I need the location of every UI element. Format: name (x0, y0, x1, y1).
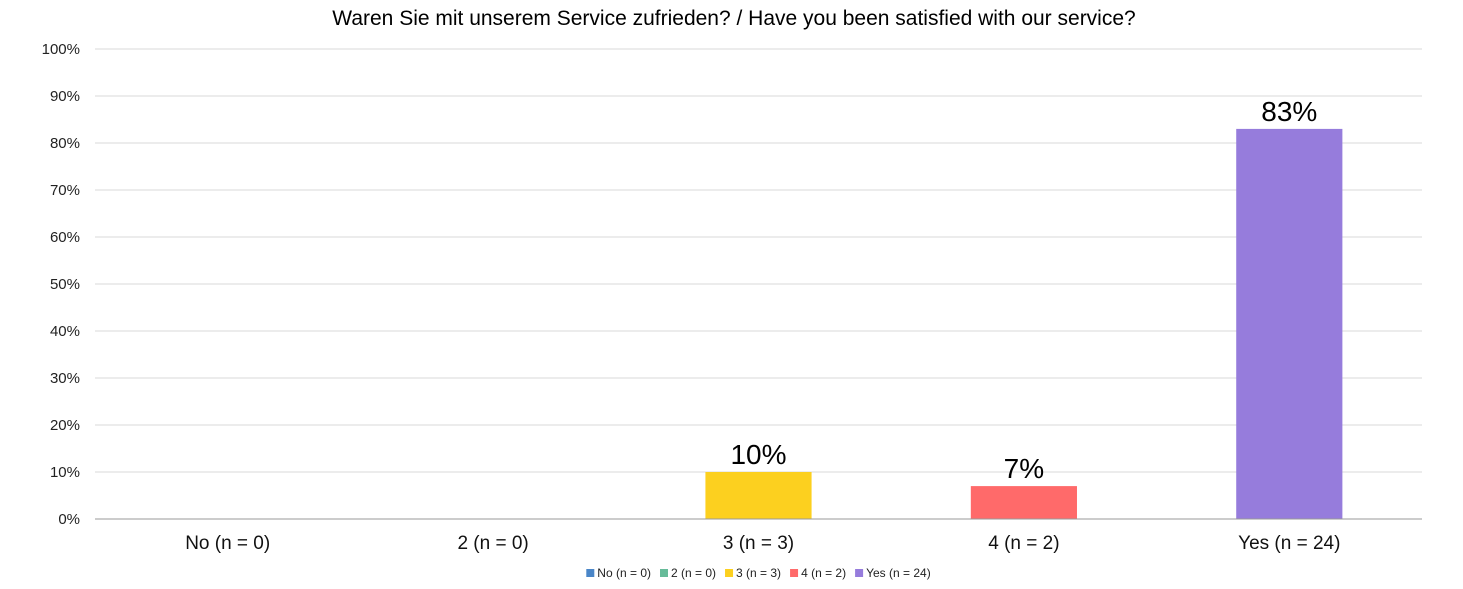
x-axis-ticks: No (n = 0) 2 (n = 0) 3 (n = 3) 4 (n = 2) Yes… (185, 533, 1340, 554)
bar (705, 472, 812, 519)
legend-swatch (725, 569, 734, 577)
x-tick-label: No (n = 0) (185, 533, 270, 554)
legend-label: 2 (n = 0) (671, 566, 716, 580)
x-tick-label: 2 (n = 0) (457, 533, 528, 554)
legend-label: Yes (n = 24) (866, 566, 931, 580)
data-label: 10% (730, 439, 786, 470)
legend: No (n = 0) 2 (n = 0) 3 (n = 3) 4 (n = 2) Yes… (586, 566, 931, 580)
y-tick-label: 90% (50, 88, 80, 105)
y-tick-label: 70% (50, 182, 80, 199)
legend-item: 4 (n = 2) (790, 566, 846, 580)
data-label: 83% (1261, 96, 1317, 127)
y-tick-label: 80% (50, 135, 80, 152)
y-tick-label: 50% (50, 276, 80, 293)
x-tick-label: 4 (n = 2) (988, 533, 1059, 554)
legend-item: 2 (n = 0) (660, 566, 716, 580)
legend-item: 3 (n = 3) (725, 566, 781, 580)
legend-swatch (790, 569, 799, 577)
bar (970, 486, 1077, 519)
chart-title: Waren Sie mit unserem Service zufrieden?… (332, 7, 1135, 30)
x-tick-label: Yes (n = 24) (1238, 533, 1340, 554)
bar (1236, 128, 1343, 519)
legend-swatch (586, 569, 595, 577)
y-tick-label: 30% (50, 370, 80, 387)
bars (705, 128, 1343, 519)
legend-label: 3 (n = 3) (736, 566, 781, 580)
legend-label: No (n = 0) (597, 566, 651, 580)
legend-swatch (660, 569, 668, 577)
y-tick-label: 10% (50, 464, 80, 481)
y-axis-ticks: 0% 10% 20% 30% 40% 50% 60% 70% 80% 90% 100% (42, 41, 80, 528)
legend-item: Yes (n = 24) (855, 566, 931, 580)
data-labels: 10% 7% 83% (730, 96, 1317, 484)
y-tick-label: 0% (58, 511, 80, 528)
legend-item: No (n = 0) (586, 566, 651, 580)
gridlines (95, 48, 1422, 473)
y-tick-label: 100% (42, 41, 80, 58)
legend-label: 4 (n = 2) (801, 566, 846, 580)
legend-swatch (855, 569, 864, 577)
data-label: 7% (1004, 453, 1044, 484)
y-tick-label: 40% (50, 323, 80, 340)
y-tick-label: 60% (50, 229, 80, 246)
x-tick-label: 3 (n = 3) (723, 533, 794, 554)
y-tick-label: 20% (50, 417, 80, 434)
